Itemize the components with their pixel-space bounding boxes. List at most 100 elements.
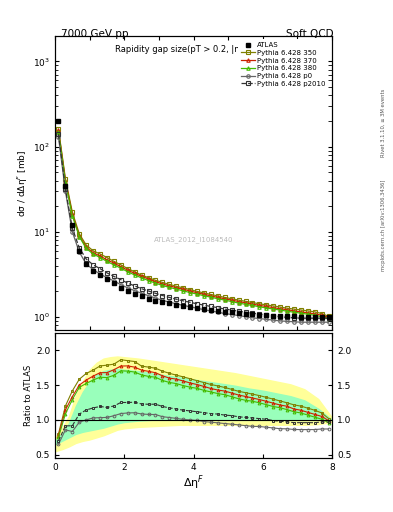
Pythia 6.428 350 [125,266,130,272]
ATLAS [63,182,68,188]
ATLAS [160,299,165,305]
Pythia 6.428 380 [77,233,82,240]
Pythia 6.428 p2010 [236,308,241,314]
ATLAS [209,307,213,313]
Pythia 6.428 370 [112,260,116,266]
Pythia 6.428 380 [250,302,255,308]
Pythia 6.428 p0 [132,288,137,294]
Pythia 6.428 370 [229,297,234,303]
ATLAS [271,312,275,318]
ATLAS [139,293,144,300]
Pythia 6.428 p0 [222,310,227,316]
Pythia 6.428 p0 [98,271,103,277]
Pythia 6.428 350 [153,277,158,283]
Pythia 6.428 370 [243,300,248,306]
Pythia 6.428 p0 [174,301,178,307]
Pythia 6.428 350 [264,302,269,308]
Pythia 6.428 p0 [320,319,324,325]
Pythia 6.428 350 [299,307,303,313]
Pythia 6.428 370 [132,270,137,276]
Pythia 6.428 350 [139,272,144,278]
Pythia 6.428 p2010 [320,315,324,321]
Pythia 6.428 350 [222,294,227,301]
Text: ATLAS_2012_I1084540: ATLAS_2012_I1084540 [154,236,233,243]
Pythia 6.428 p2010 [305,315,310,321]
Pythia 6.428 380 [278,307,283,313]
Pythia 6.428 370 [160,281,165,287]
Pythia 6.428 p2010 [112,273,116,280]
ATLAS [257,312,262,318]
Pythia 6.428 p0 [285,318,289,325]
Pythia 6.428 370 [299,309,303,315]
Pythia 6.428 p0 [243,314,248,320]
Pythia 6.428 370 [84,244,88,250]
Pythia 6.428 p0 [188,304,193,310]
ATLAS [77,248,82,254]
Pythia 6.428 370 [257,302,262,308]
Pythia 6.428 p2010 [299,315,303,321]
Pythia 6.428 p2010 [167,294,172,301]
Text: Soft QCD: Soft QCD [286,29,334,39]
Pythia 6.428 370 [56,127,61,134]
Pythia 6.428 p0 [105,274,109,281]
Pythia 6.428 p0 [84,261,88,267]
Pythia 6.428 370 [320,312,324,318]
ATLAS [229,309,234,315]
Pythia 6.428 350 [202,290,206,296]
Pythia 6.428 350 [215,293,220,299]
Pythia 6.428 p0 [77,249,82,255]
Pythia 6.428 380 [305,311,310,317]
Pythia 6.428 380 [56,129,61,135]
Pythia 6.428 380 [105,259,109,265]
Pythia 6.428 350 [257,301,262,307]
Pythia 6.428 350 [56,126,61,133]
Pythia 6.428 380 [167,284,172,290]
Pythia 6.428 380 [181,288,185,294]
Pythia 6.428 p2010 [285,314,289,321]
Pythia 6.428 370 [250,301,255,307]
Pythia 6.428 p0 [326,319,331,325]
Pythia 6.428 380 [153,280,158,286]
X-axis label: Δη$^F$: Δη$^F$ [183,474,204,492]
Pythia 6.428 370 [188,288,193,294]
Text: mcplots.cern.ch [arXiv:1306.3436]: mcplots.cern.ch [arXiv:1306.3436] [381,180,386,271]
ATLAS [132,291,137,297]
ATLAS [264,312,269,318]
ATLAS [195,305,199,311]
ATLAS [70,222,75,228]
Pythia 6.428 p0 [70,229,75,235]
Pythia 6.428 350 [167,281,172,287]
Text: Rapidity gap size(pT > 0.2, |η| < 4.9): Rapidity gap size(pT > 0.2, |η| < 4.9) [116,45,272,54]
Pythia 6.428 350 [195,288,199,294]
ATLAS [174,302,178,308]
Pythia 6.428 350 [146,274,151,281]
Pythia 6.428 p0 [312,319,317,325]
Pythia 6.428 p0 [125,285,130,291]
Pythia 6.428 380 [236,300,241,306]
ATLAS [202,306,206,312]
Pythia 6.428 380 [174,286,178,292]
Pythia 6.428 370 [91,249,95,255]
Pythia 6.428 p2010 [312,315,317,321]
Pythia 6.428 p0 [305,319,310,325]
Pythia 6.428 350 [118,262,123,268]
Pythia 6.428 p0 [209,308,213,314]
Pythia 6.428 p0 [56,134,61,140]
Pythia 6.428 380 [188,289,193,295]
Pythia 6.428 p2010 [271,313,275,319]
Pythia 6.428 380 [63,179,68,185]
Pythia 6.428 p0 [292,318,296,325]
Pythia 6.428 350 [229,295,234,302]
Pythia 6.428 350 [98,251,103,257]
Pythia 6.428 p2010 [125,280,130,286]
Pythia 6.428 p2010 [174,296,178,302]
Pythia 6.428 p0 [153,295,158,301]
Pythia 6.428 p0 [167,299,172,305]
Pythia 6.428 370 [202,291,206,297]
Pythia 6.428 380 [146,278,151,284]
Pythia 6.428 p0 [118,282,123,288]
Pythia 6.428 350 [84,242,88,248]
Line: Pythia 6.428 350: Pythia 6.428 350 [57,127,331,318]
Pythia 6.428 380 [264,305,269,311]
Pythia 6.428 p2010 [118,276,123,283]
